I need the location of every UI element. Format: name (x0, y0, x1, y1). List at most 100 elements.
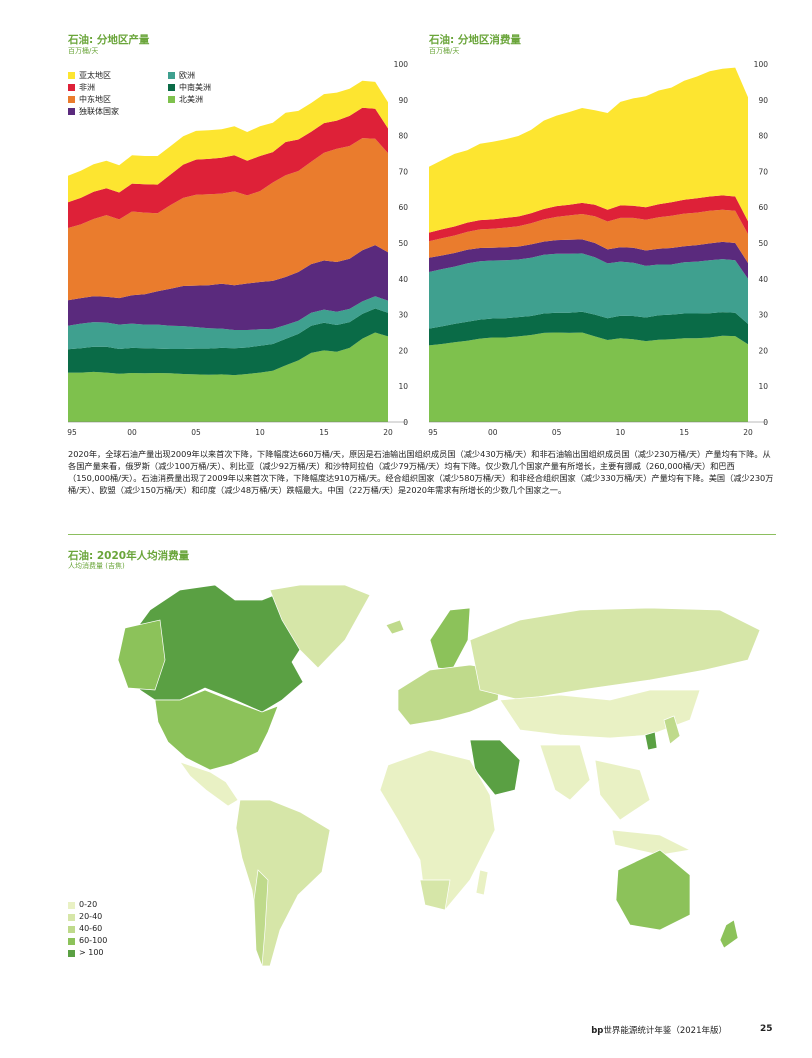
x-tick-label: 05 (552, 428, 562, 437)
area-series-sca (429, 311, 748, 346)
footer-brand: bp (591, 1026, 604, 1036)
x-tick-label: 20 (743, 428, 753, 437)
map-region-southeast-asia (594, 759, 651, 821)
legend-label-africa: 非洲 (79, 83, 95, 92)
map-legend-swatch-60-100 (68, 938, 75, 945)
map-region-iceland (385, 619, 405, 635)
legend-swatch-sca (168, 84, 175, 91)
section-divider (68, 534, 776, 535)
area-series-sca (68, 308, 388, 376)
map-legend-swatch-0-20 (68, 902, 75, 909)
area-series-asia-pacific (68, 80, 388, 203)
area-series-north-america (429, 332, 748, 422)
map-region-south-africa (419, 879, 451, 911)
legend-swatch-north-america (168, 96, 175, 103)
map-region-greenland (269, 584, 371, 669)
map-legend-swatch-20-40 (68, 914, 75, 921)
area-series-cis (68, 245, 388, 330)
y-tick-label: 80 (758, 132, 768, 141)
map-legend-label-20-40: 20-40 (79, 912, 103, 921)
production-area-chart: 0 10 20 30 40 50 60 70 80 90 100 95 00 05 10 15 20 (67, 60, 409, 437)
area-series-europe (68, 296, 388, 350)
map-legend-label-40-60: 40-60 (79, 924, 103, 933)
y-tick-label: 90 (758, 96, 768, 105)
y-tick-label: 40 (758, 275, 768, 284)
map-region-russia (469, 607, 761, 701)
x-tick-label: 10 (255, 428, 265, 437)
consumption-chart-unit: 百万桶/天 (429, 47, 460, 55)
area-series-asia-pacific (429, 67, 748, 233)
map-legend-swatch-40-60 (68, 926, 75, 933)
legend-label-cis: 独联体国家 (79, 107, 119, 116)
legend-swatch-asia-pacific (68, 72, 75, 79)
y-tick-label: 90 (398, 96, 408, 105)
map-title: 石油: 2020年人均消费量 (68, 550, 190, 562)
map-region-chile (253, 869, 269, 967)
map-region-scandinavia (429, 607, 471, 671)
map-legend-label-0-20: 0-20 (79, 900, 98, 909)
map-region-south-america (235, 799, 331, 967)
y-tick-label: 10 (398, 382, 408, 391)
legend-swatch-europe (168, 72, 175, 79)
consumption-area-chart: 0 10 20 30 40 50 60 70 80 90 100 95 00 05 10 15 20 (428, 60, 769, 437)
y-tick-label: 20 (398, 346, 408, 355)
map-region-mexico (179, 761, 239, 807)
map-region-africa (379, 749, 496, 911)
y-tick-label: 70 (758, 167, 768, 176)
legend-label-middle-east: 中东地区 (79, 95, 111, 104)
y-tick-label: 70 (398, 167, 408, 176)
x-tick-label: 95 (67, 428, 77, 437)
area-series-north-america (68, 332, 388, 422)
x-tick-label: 10 (616, 428, 626, 437)
legend-swatch-middle-east (68, 96, 75, 103)
legend-label-north-america: 北美洲 (179, 95, 203, 104)
footer-title-text: 世界能源统计年鉴（2021年版） (603, 1026, 727, 1036)
x-tick-label: 15 (319, 428, 329, 437)
map-region-middle-east (469, 739, 521, 796)
y-tick-label: 40 (398, 275, 408, 284)
legend-label-europe: 欧洲 (179, 71, 195, 80)
area-series-middle-east (429, 209, 748, 263)
y-tick-label: 50 (758, 239, 768, 248)
area-series-cis (429, 239, 748, 279)
area-series-africa (68, 107, 388, 228)
area-series-middle-east (68, 138, 388, 301)
y-tick-label: 30 (758, 311, 768, 320)
x-tick-label: 95 (428, 428, 438, 437)
production-chart-unit: 百万桶/天 (68, 47, 99, 55)
map-region-indonesia (611, 829, 692, 856)
y-tick-label: 0 (763, 418, 768, 427)
page-number: 25 (760, 1024, 773, 1034)
map-region-south-asia (539, 744, 591, 801)
x-tick-label: 15 (679, 428, 689, 437)
map-legend-label-gt-100: > 100 (79, 948, 104, 957)
map-region-alaska (117, 619, 166, 691)
map-legend-label-60-100: 60-100 (79, 936, 108, 945)
x-tick-label: 05 (191, 428, 201, 437)
legend-label-asia-pacific: 亚太地区 (79, 71, 111, 80)
map-region-madagascar (475, 869, 489, 896)
y-tick-label: 10 (758, 382, 768, 391)
map-legend-swatch-gt-100 (68, 950, 75, 957)
y-tick-label: 80 (398, 132, 408, 141)
x-tick-label: 00 (488, 428, 498, 437)
map-region-australia (615, 849, 691, 931)
legend-label-sca: 中南美洲 (179, 83, 211, 92)
consumption-chart-title: 石油: 分地区消费量 (429, 34, 521, 46)
y-tick-label: 30 (398, 311, 408, 320)
map-region-korea (644, 731, 658, 751)
map-region-europe (397, 664, 501, 726)
map-region-central-asia (499, 689, 701, 739)
footer-title: bp世界能源统计年鉴（2021年版） (591, 1024, 727, 1036)
y-tick-label: 20 (758, 346, 768, 355)
y-tick-label: 60 (758, 203, 768, 212)
area-series-africa (429, 195, 748, 242)
y-tick-label: 60 (398, 203, 408, 212)
x-tick-label: 00 (127, 428, 137, 437)
map-region-canada (127, 584, 304, 713)
y-tick-label: 100 (754, 60, 769, 69)
map-region-usa (154, 689, 279, 771)
commentary-paragraph: 2020年，全球石油产量出现2009年以来首次下降，下降幅度达660万桶/天，原… (68, 449, 774, 495)
production-chart-title: 石油: 分地区产量 (68, 34, 150, 46)
y-tick-label: 100 (394, 60, 409, 69)
